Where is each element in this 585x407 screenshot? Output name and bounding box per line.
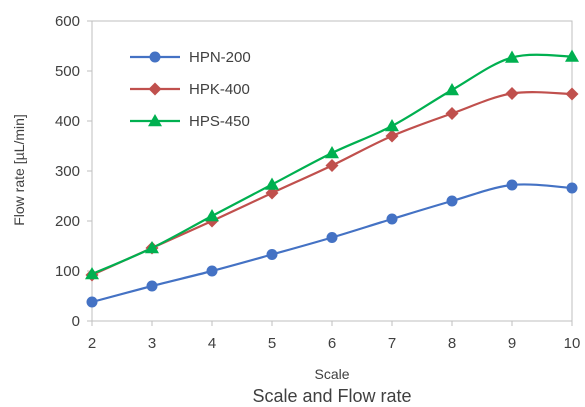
data-point xyxy=(445,83,459,96)
x-tick-label: 5 xyxy=(268,335,276,352)
legend-entry: HPK-400 xyxy=(130,81,250,98)
x-tick-label: 2 xyxy=(88,335,96,352)
data-point xyxy=(266,249,278,260)
data-point xyxy=(446,195,458,207)
data-point xyxy=(325,146,339,159)
x-axis-label: Scale xyxy=(314,366,349,382)
y-tick-label: 400 xyxy=(55,113,80,130)
legend: HPN-200 HPK-400 HPS-450 xyxy=(130,49,251,130)
x-tick-label: 9 xyxy=(508,335,516,352)
legend-label: HPN-200 xyxy=(189,49,251,66)
data-point xyxy=(265,177,279,190)
plot-area-frame xyxy=(91,20,573,322)
data-point xyxy=(85,267,99,280)
legend-label: HPS-450 xyxy=(189,113,250,130)
data-point xyxy=(445,107,459,120)
series-hps-450 xyxy=(85,49,579,280)
x-tick-label: 6 xyxy=(328,335,336,352)
data-point xyxy=(385,129,399,143)
x-axis-ticks: 2 3 4 5 6 7 8 9 10 xyxy=(88,321,581,352)
x-tick-label: 4 xyxy=(208,335,216,352)
data-point xyxy=(205,209,219,222)
x-tick-label: 7 xyxy=(388,335,396,352)
y-tick-label: 100 xyxy=(55,263,80,280)
y-tick-label: 300 xyxy=(55,163,80,180)
legend-entry: HPN-200 xyxy=(130,49,251,66)
series-line xyxy=(91,91,573,277)
y-tick-label: 500 xyxy=(55,63,80,80)
x-tick-label: 3 xyxy=(148,335,156,352)
series-hpn-200 xyxy=(86,179,578,308)
chart-caption: Scale and Flow rate xyxy=(252,386,411,406)
data-point xyxy=(325,159,339,172)
series-layer xyxy=(85,49,579,308)
data-point xyxy=(505,87,519,100)
data-point xyxy=(326,232,338,243)
y-tick-label: 600 xyxy=(55,13,80,30)
data-point xyxy=(386,213,398,225)
y-axis-label: Flow rate [µL/min] xyxy=(11,114,27,226)
legend-entry: HPS-450 xyxy=(130,113,250,130)
data-point xyxy=(505,50,519,63)
data-point xyxy=(566,182,578,194)
y-tick-label: 0 xyxy=(72,313,80,330)
x-tick-label: 8 xyxy=(448,335,456,352)
legend-label: HPK-400 xyxy=(189,81,250,98)
data-point xyxy=(86,296,98,308)
data-point xyxy=(565,49,579,62)
data-point xyxy=(146,280,158,292)
data-point xyxy=(565,87,579,101)
legend-marker xyxy=(148,82,162,96)
data-point xyxy=(206,265,218,277)
series-hpk-400 xyxy=(85,87,579,282)
legend-marker xyxy=(149,51,161,63)
y-tick-label: 200 xyxy=(55,213,80,230)
data-point xyxy=(385,119,399,132)
data-point xyxy=(506,179,518,191)
data-point xyxy=(145,241,159,254)
y-axis-ticks: 0 100 200 300 400 500 600 xyxy=(55,13,92,330)
legend-marker xyxy=(148,114,162,127)
x-tick-label: 10 xyxy=(564,335,581,352)
